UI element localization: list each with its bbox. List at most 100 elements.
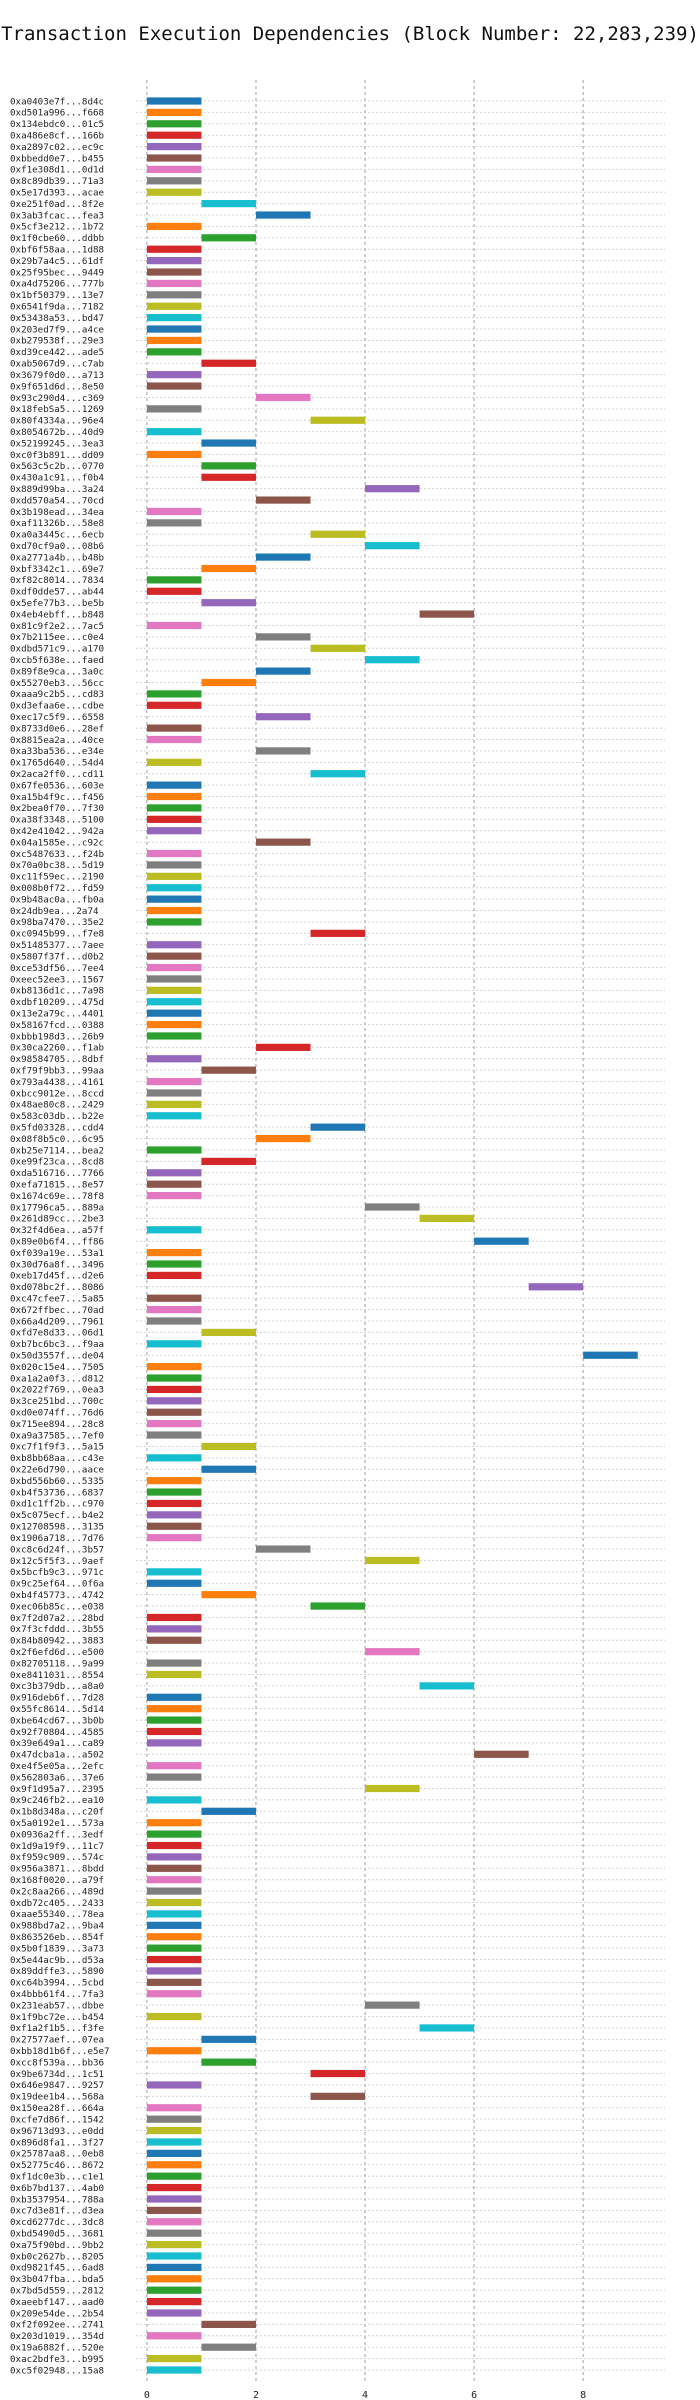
transaction-bar: [146, 1271, 202, 1280]
transaction-label: 0x53438a53...bd47: [10, 313, 104, 324]
transaction-bar: [146, 735, 202, 744]
transaction-bar: [146, 2240, 202, 2249]
transaction-bar: [255, 393, 311, 402]
transaction-bar: [201, 1465, 256, 1473]
transaction-label: 0xbf3342c1...69e7: [10, 564, 104, 575]
transaction-label: 0x5a0192e1...573a: [10, 1818, 104, 1829]
x-tick-label: 0: [144, 2390, 150, 2400]
transaction-label: 0xbe64cd67...3b0b: [10, 1715, 104, 1726]
transaction-bar: [201, 2320, 256, 2328]
chart-title: Transaction Execution Dependencies (Bloc…: [1, 23, 699, 45]
transaction-label: 0xdd570a54...70cd: [10, 495, 104, 506]
transaction-bar: [255, 667, 311, 675]
transaction-bar: [146, 1739, 202, 1747]
transaction-label: 0x562803a6...37e6: [10, 1772, 104, 1783]
transaction-bar: [310, 770, 366, 778]
transaction-bar: [146, 314, 202, 322]
transaction-bar: [146, 382, 202, 390]
transaction-label: 0x9be6734d...1c51: [10, 2069, 104, 2080]
transaction-label: 0x55270eb3...56cc: [10, 678, 104, 689]
transaction-bar: [146, 701, 202, 709]
transaction-bar: [146, 781, 202, 789]
transaction-bar: [201, 234, 256, 242]
transaction-label: 0x04a1585e...c92c: [10, 837, 104, 848]
transaction-bar: [146, 1876, 202, 1884]
transaction-label: 0x32f4d6ea...a57f: [10, 1225, 104, 1236]
transaction-bar: [146, 941, 202, 949]
transaction-label: 0x67fe0536...603e: [10, 780, 104, 791]
transaction-bar: [310, 2092, 366, 2100]
transaction-bar: [146, 1967, 202, 1975]
transaction-label: 0xab5067d9...c7ab: [10, 359, 104, 370]
transaction-label: 0xa38f3348...5100: [10, 815, 104, 826]
transaction-label: 0xbbedd0e7...b455: [10, 153, 104, 164]
transaction-bar: [146, 1762, 202, 1770]
transaction-bar: [146, 1773, 202, 1781]
transaction-label: 0x22e6d790...aace: [10, 1465, 104, 1476]
transaction-label: 0xec17c5f9...6558: [10, 712, 104, 723]
transaction-bar: [146, 165, 202, 174]
transaction-label: 0x08f8b5c0...6c95: [10, 1134, 104, 1145]
transaction-label: 0x1b8d348a...c20f: [10, 1807, 104, 1818]
transaction-label: 0x6541f9da...7182: [10, 302, 104, 313]
transaction-label: 0x1f9bc72e...b454: [10, 2012, 105, 2023]
transaction-label: 0xdbd571c9...a170: [10, 644, 104, 655]
transaction-bar: [146, 1568, 202, 1576]
transaction-label: 0xd1c1ff2b...c970: [10, 1499, 104, 1510]
transaction-bar: [146, 279, 202, 288]
transaction-bar: [146, 1317, 202, 1325]
transaction-label: 0x715ee894...28c8: [10, 1419, 104, 1430]
transaction-label: 0x020c15e4...7505: [10, 1362, 104, 1373]
transaction-bar: [146, 2286, 202, 2294]
transaction-label: 0x3ab3fcac...fea3: [10, 210, 104, 221]
transaction-label: 0x19a6882f...520e: [10, 2342, 104, 2353]
transaction-label: 0xa15b4f9c...f456: [10, 792, 104, 803]
transaction-label: 0x5c075ecf...b4e2: [10, 1510, 104, 1521]
transaction-bar: [146, 188, 202, 196]
transaction-label: 0xa0a3445c...6ecb: [10, 530, 104, 541]
transaction-bar: [146, 2218, 202, 2226]
transaction-bar: [146, 2012, 202, 2021]
transaction-bar: [146, 1853, 202, 1861]
transaction-bar: [146, 906, 202, 915]
transaction-bar: [146, 1454, 202, 1462]
transaction-labels: 0xa0403e7f...8d4c0xd501a996...f6680x134e…: [10, 96, 110, 2376]
transaction-label: 0x82705118...9a99: [10, 1658, 104, 1669]
transaction-label: 0xc8c6d24f...3b57: [10, 1544, 104, 1555]
transaction-bar: [365, 542, 420, 550]
transaction-bar: [146, 2252, 202, 2260]
transaction-label: 0xf2f092ee...2741: [10, 2320, 104, 2331]
transaction-label: 0x2bea0f70...7f30: [10, 803, 104, 814]
transaction-label: 0xc11f59ec...2190: [10, 872, 104, 883]
transaction-bar: [146, 222, 202, 231]
transaction-bar: [365, 656, 420, 664]
transaction-bar: [146, 2183, 202, 2192]
transaction-bar: [201, 2035, 256, 2043]
transaction-label: 0xd078bc2f...8086: [10, 1282, 104, 1293]
transaction-bar: [146, 1819, 202, 1827]
transaction-label: 0x25f95bec...9449: [10, 267, 104, 278]
transaction-bar: [146, 1864, 202, 1872]
transaction-bar: [146, 2126, 202, 2135]
transaction-label: 0xcfe7d86f...1542: [10, 2114, 104, 2125]
transaction-bar: [146, 1636, 202, 1644]
transaction-label: 0x5cf3e212...1b72: [10, 222, 104, 233]
transaction-bar: [419, 1214, 475, 1222]
transaction-label: 0x7bd5d559...2812: [10, 2285, 104, 2296]
transaction-label: 0x47dcba1a...a502: [10, 1750, 104, 1761]
transaction-label: 0x916deb6f...7d28: [10, 1693, 104, 1704]
transaction-label: 0x48ae80c8...2429: [10, 1100, 104, 1111]
transaction-bar: [419, 1682, 475, 1690]
transaction-label: 0x956a3871...8bdd: [10, 1864, 104, 1875]
transaction-label: 0x52775c46...8672: [10, 2160, 104, 2171]
transaction-label: 0x008b0f72...fd59: [10, 883, 104, 894]
transaction-bar: [201, 1328, 256, 1337]
transaction-bar: [474, 1237, 529, 1245]
transaction-label: 0x89ddffe3...5890: [10, 1966, 104, 1977]
transaction-label: 0x9c25ef64...0f6a: [10, 1579, 104, 1590]
transaction-label: 0x12708598...3135: [10, 1522, 104, 1533]
transaction-bar: [255, 553, 311, 561]
transaction-label: 0x39e649a1...ca89: [10, 1738, 104, 1749]
transaction-bar: [146, 895, 202, 903]
